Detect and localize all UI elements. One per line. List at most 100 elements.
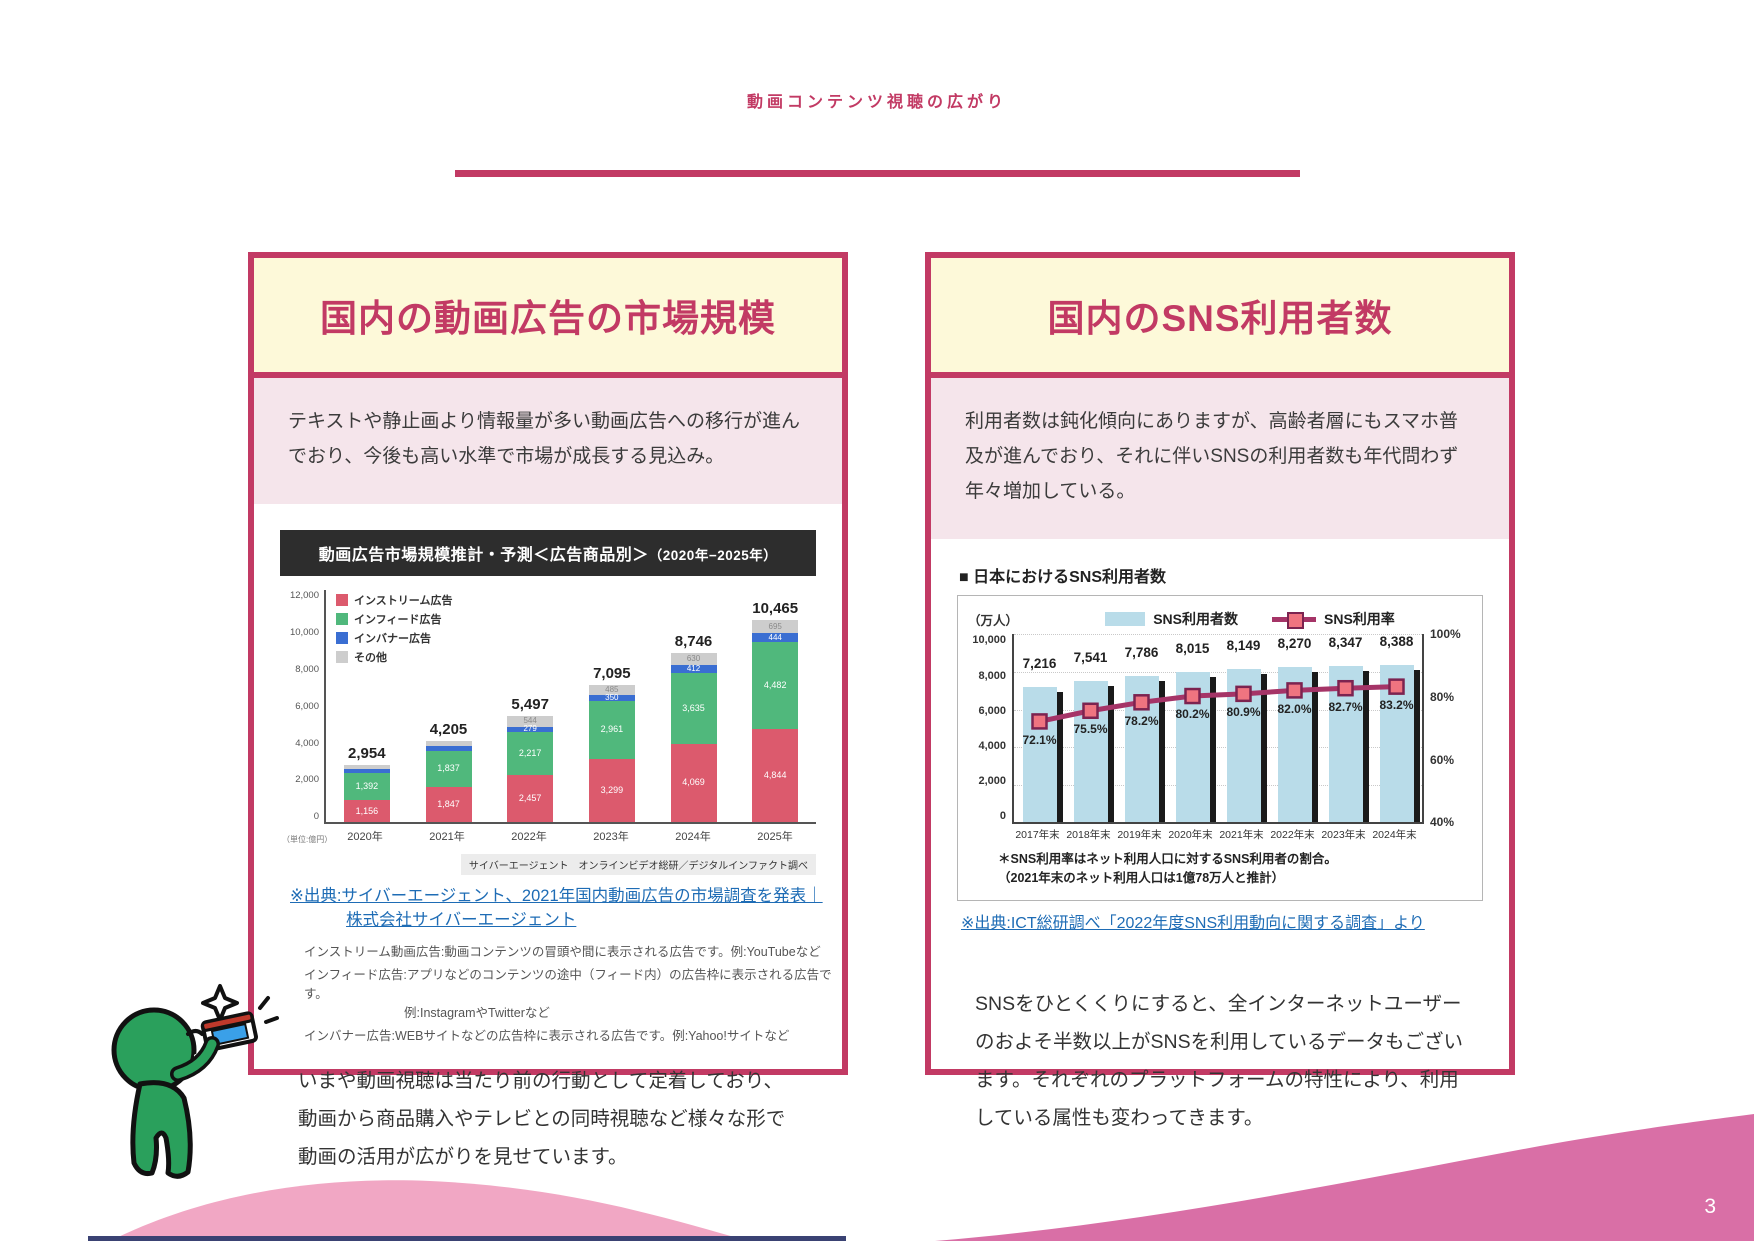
source-link-cyberagent[interactable]: ※出典:サイバーエージェント、2021年国内動画広告の市場調査を発表｜: [290, 887, 823, 906]
x-tick-label: 2021年: [429, 831, 465, 844]
page-title: 動画コンテンツ視聴の広がり: [746, 94, 1007, 111]
sns-chart: （万人） SNS利用者数 SNS利用率 10,000 8,000 6,000 4,00…: [957, 595, 1483, 901]
video-ad-chart-x-axis: 2020年 2021年 2022年 2023年 2024年 2025年: [324, 824, 816, 844]
gridline: [1014, 634, 1422, 636]
source-link-ict[interactable]: ※出典:ICT総研調べ「2022年度SNS利用動向に関する調査」より: [961, 914, 1425, 932]
gridline: [1014, 672, 1422, 674]
x-tick-label: 2021年末: [1219, 829, 1264, 842]
line-marker: [1184, 688, 1201, 705]
video-ad-chart-y-axis: 12,000 10,000 8,000 6,000 4,000 2,000 0: [280, 590, 324, 822]
left-axis-tick: 0: [999, 810, 1006, 823]
bar-value-label: 7,541: [1073, 649, 1108, 665]
video-ad-chart-legend: インストリーム広告 インフィード広告 インバナー広告 その他: [336, 592, 452, 668]
wave-light-pink: [110, 1180, 748, 1241]
sns-chart-note: ＊SNS利用率はネット利用人口に対するSNS利用者の割合。 （2021年末のネッ…: [998, 852, 1337, 886]
bar-segment: 4,844: [752, 728, 799, 823]
video-ad-source-links: ※出典:サイバーエージェント、2021年国内動画広告の市場調査を発表｜ 株式会社…: [254, 885, 842, 933]
source-link-cyberagent-line2[interactable]: 株式会社サイバーエージェント: [346, 911, 577, 930]
wave-dark-pink: [935, 1114, 1754, 1241]
bar-segment: 4,482: [752, 641, 799, 729]
bar-segment: 544: [507, 716, 554, 727]
bar-segment: 1,837: [425, 751, 472, 787]
legend-sns-users: SNS利用者数: [1105, 609, 1238, 629]
definition-instream-text: インストリーム動画広告:動画コンテンツの冒頭や間に表示される広告です。例:You…: [304, 945, 821, 960]
sns-panel-intro: 利用者数は鈍化傾向にありますが、高齢者層にもスマホ普及が進んでおり、それに伴いS…: [931, 378, 1509, 540]
bar-segment: [343, 769, 390, 773]
bar-column: 7,095 485 350 2,961 3,299: [571, 590, 653, 823]
gridline: [1014, 709, 1422, 711]
x-tick-label: 2019年末: [1117, 829, 1162, 842]
line-marker: [1133, 694, 1150, 711]
bar-value-label: 8,388: [1379, 633, 1414, 649]
bar-segment: 2,961: [588, 701, 635, 759]
y-tick: 6,000: [295, 700, 319, 712]
video-ad-chart: 動画広告市場規模推計・予測＜広告商品別＞（2020年−2025年） 12,000…: [280, 530, 816, 876]
video-ad-chart-title-period: （2020年−2025年）: [648, 548, 778, 564]
sns-chart-plot: 7,216 7,541 7,786 8,015 8,149 8,270 8,347 8,388…: [1012, 633, 1424, 825]
stacked-bar: 2,954 1,392 1,156: [343, 745, 390, 823]
bottom-wave-decoration: [88, 1114, 1754, 1241]
line-marker: [1388, 678, 1405, 696]
x-tick-label: 2022年: [511, 831, 547, 844]
bar-total-label: 7,095: [593, 665, 631, 683]
bar-segment: 412: [670, 665, 717, 674]
x-tick-label: 2020年: [347, 831, 383, 844]
bar-segment: 2,457: [507, 774, 554, 823]
bar-segment: 695: [752, 619, 799, 634]
bar-shadow: [1412, 669, 1420, 823]
stacked-bar: 7,095 485 350 2,961 3,299: [588, 665, 635, 823]
definition-infeed: インフィード広告:アプリなどのコンテンツの途中（フィード内）の広告枠に表示される…: [304, 967, 832, 1021]
bar-segment: 2,217: [507, 731, 554, 775]
bar-value-label: 7,216: [1022, 655, 1057, 671]
page-number: 3: [1704, 1195, 1716, 1218]
bar-segment: 485: [588, 685, 635, 695]
video-ad-chart-title-main: 動画広告市場規模推計・予測＜広告商品別＞: [318, 547, 649, 565]
wave-navy-strip: [88, 1236, 846, 1241]
bar-total-label: 8,746: [674, 633, 713, 651]
bar-column: 5,497 544 279 2,217 2,457: [489, 590, 571, 823]
line-marker: [1031, 713, 1048, 731]
rate-value-label: 82.7%: [1328, 699, 1363, 714]
rate-value-label: 78.2%: [1124, 713, 1159, 728]
rate-value-label: 75.5%: [1073, 722, 1108, 737]
bar-segment: 350: [588, 693, 635, 701]
left-axis-tick: 10,000: [972, 634, 1006, 647]
rate-value-label: 72.1%: [1022, 732, 1057, 747]
y-tick: 0: [313, 811, 319, 823]
bar-value-label: 8,149: [1226, 638, 1261, 654]
rate-value-label: 80.9%: [1226, 705, 1261, 720]
mascot-character: [111, 984, 279, 1179]
legend-sns-rate: SNS利用率: [1272, 609, 1395, 629]
camera-phone-icon: [200, 1011, 258, 1052]
video-ad-panel: 国内の動画広告の市場規模 テキストや静止画より情報量が多い動画広告への移行が進ん…: [248, 252, 848, 1168]
left-axis-tick: 4,000: [978, 739, 1006, 752]
gridline: [1014, 747, 1422, 749]
legend-item: インバナー広告: [336, 630, 452, 646]
x-tick-label: 2020年末: [1168, 829, 1213, 842]
definition-inbanner: インバナー広告:WEBサイトなどの広告枠に表示される広告です。例:Yahoo!サ…: [304, 1027, 842, 1046]
bar-value-label: 8,347: [1328, 634, 1363, 650]
right-axis-tick: 80%: [1430, 690, 1455, 705]
x-tick-label: 2025年: [757, 831, 793, 844]
video-ad-panel-intro: テキストや静止画より情報量が多い動画広告への移行が進んでおり、今後も高い水準で市…: [254, 378, 842, 505]
legend-item: インストリーム広告: [336, 592, 452, 608]
y-tick: 4,000: [295, 737, 319, 749]
x-tick-label: 2022年末: [1270, 829, 1315, 842]
stacked-bar: 8,746 630 412 3,635 4,069: [670, 633, 717, 823]
definition-infeed-text: インフィード広告:アプリなどのコンテンツの途中（フィード内）の広告枠に表示される…: [304, 967, 832, 1001]
line-marker: [1286, 682, 1303, 700]
video-ad-chart-plot: インストリーム広告 インフィード広告 インバナー広告 その他 2,954 1,3…: [324, 590, 816, 825]
mascot-body: [130, 1080, 193, 1179]
x-tick-label: 2023年末: [1321, 829, 1366, 842]
right-axis-tick: 100%: [1430, 627, 1461, 642]
bar-shadow: [1055, 691, 1063, 823]
bar-total-label: 4,205: [429, 721, 468, 738]
stacked-bar: 4,205 1,837 1,847: [425, 721, 472, 823]
video-ad-chart-title: 動画広告市場規模推計・予測＜広告商品別＞（2020年−2025年）: [280, 530, 816, 577]
bar-segment: 3,299: [588, 758, 635, 823]
stacked-bar: 5,497 544 279 2,217 2,457: [507, 696, 554, 823]
legend-item: インフィード広告: [336, 611, 452, 627]
stacked-bar: 10,465 695 444 4,482 4,844: [752, 600, 799, 823]
bar-total-label: 2,954: [348, 745, 386, 763]
legend-swatch-icon: [336, 613, 348, 626]
